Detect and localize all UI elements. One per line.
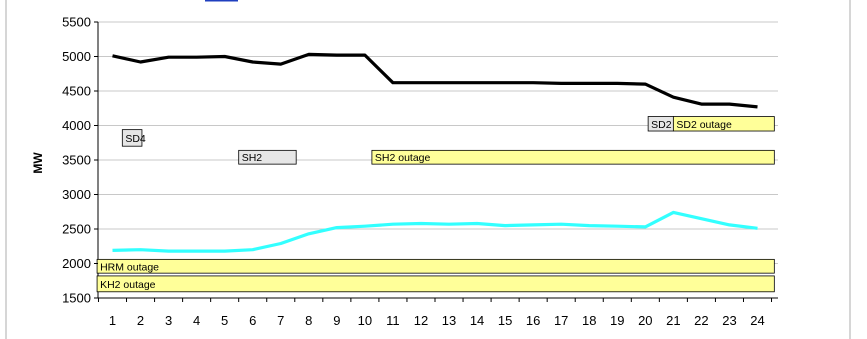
annotation-label: HRM outage [100,261,159,273]
y-tick-label: 1500 [62,291,91,306]
y-tick-label: 2500 [62,222,91,237]
annotation-box [238,149,297,165]
y-tick-label: 4500 [62,84,91,99]
x-tick-label: 12 [414,313,428,328]
annotation-box [96,258,775,274]
y-tick-label: 5000 [62,49,91,64]
annotation-label: SD4 [125,133,146,145]
x-tick-label: 6 [249,313,256,328]
x-tick-label: 2 [137,313,144,328]
y-tick-label: 3000 [62,187,91,202]
annotation-label: SH2 outage [375,152,431,164]
x-tick-label: 7 [277,313,284,328]
x-tick-label: 21 [666,313,680,328]
annotation-label: KH2 outage [100,279,156,291]
x-tick-label: 18 [582,313,596,328]
annotation-box [121,129,143,147]
x-tick-label: 11 [386,313,400,328]
annotation-label: SD2 [651,119,672,131]
x-tick-label: 3 [165,313,172,328]
y-tick-label: 3500 [62,153,91,168]
series-line-black [112,52,758,109]
x-tick-label: 16 [526,313,540,328]
annotation-box [96,275,775,293]
annotation-label: SD2 outage [676,119,732,131]
outage-annotations: SD4 SH2 SH2 outage SD2 SD2 outage HRM outage K… [96,116,775,293]
x-axis-ticks: 1 2 3 4 5 6 7 8 9 10 11 12 13 14 15 16 17 18 19 20 21 22 23 24 [97,298,773,328]
x-tick-label: 14 [470,313,484,328]
x-tick-label: 22 [694,313,708,328]
x-tick-label: 23 [722,313,736,328]
x-tick-label: 19 [610,313,624,328]
annotation-label: SH2 [242,152,263,164]
x-tick-label: 15 [498,313,512,328]
x-tick-label: 10 [358,313,372,328]
y-tick-label: 5500 [62,15,91,30]
x-tick-label: 1 [109,313,116,328]
series-lines [112,52,758,253]
annotation-box [672,116,775,132]
x-tick-label: 8 [305,313,312,328]
annotation-box [371,149,775,165]
x-tick-label: 20 [638,313,652,328]
x-tick-label: 9 [333,313,340,328]
x-tick-label: 13 [442,313,456,328]
y-tick-label: 4000 [62,118,91,133]
y-tick-label: 2000 [62,256,91,271]
x-tick-label: 5 [221,313,228,328]
series-line-cyan [112,210,758,253]
x-tick-label: 17 [554,313,568,328]
x-tick-label: 24 [750,313,764,328]
x-tick-label: 4 [193,313,200,328]
y-axis-label: MW [31,152,45,174]
y-axis-ticks: 1500 2000 2500 3000 3500 4000 4500 5000 5500 [62,15,98,306]
